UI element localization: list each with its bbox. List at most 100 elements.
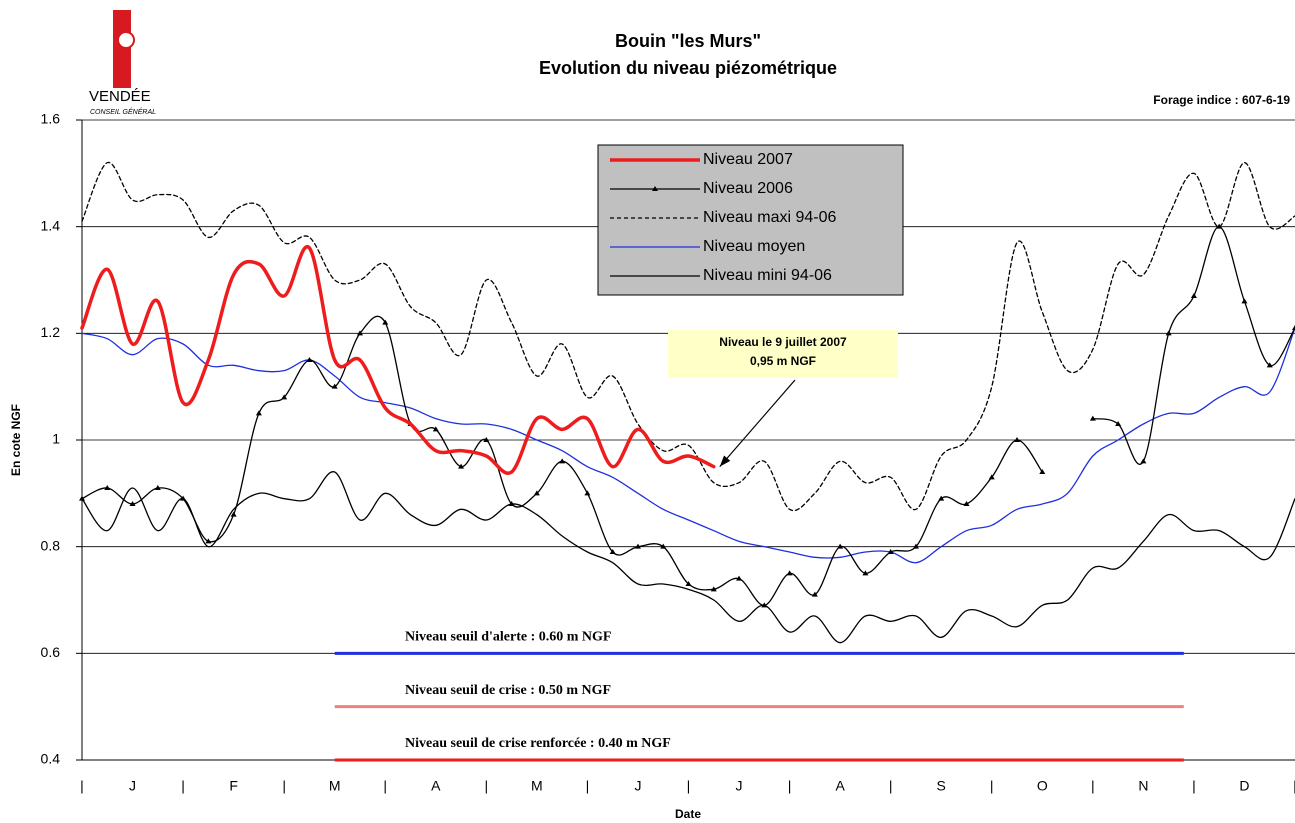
logo: VENDÉE CONSEIL GÉNÉRAL (89, 10, 156, 116)
legend-label: Niveau 2006 (703, 180, 793, 197)
marker (862, 570, 869, 576)
marker (129, 501, 136, 506)
legend-label: Niveau maxi 94-06 (703, 209, 837, 226)
marker (432, 426, 439, 432)
marker (584, 490, 591, 496)
x-tick-label: A (835, 778, 845, 794)
marker (533, 490, 540, 496)
marker (1190, 293, 1197, 298)
x-tick-separator: | (687, 778, 691, 794)
marker (508, 501, 515, 506)
x-tick-separator: | (1091, 778, 1095, 794)
marker (912, 543, 919, 549)
x-tick-label: S (937, 778, 946, 794)
x-axis-label: Date (675, 807, 701, 821)
marker (154, 485, 161, 490)
x-tick-separator: | (788, 778, 792, 794)
marker (1292, 325, 1295, 330)
marker (306, 357, 313, 362)
y-tick-label: 1.2 (41, 324, 61, 340)
marker (761, 602, 768, 608)
x-tick-separator: | (80, 778, 84, 794)
x-tick-label: J (129, 778, 136, 794)
legend-label: Niveau moyen (703, 238, 805, 255)
y-tick-label: 1 (52, 431, 60, 447)
legend-marker (652, 186, 658, 191)
y-tick-label: 0.6 (41, 644, 61, 660)
threshold-label: Niveau seuil de crise renforcée : 0.40 m… (405, 736, 671, 751)
chart-title: Bouin "les Murs" (615, 31, 761, 51)
marker (356, 330, 363, 336)
marker (458, 463, 465, 469)
x-tick-label: N (1138, 778, 1148, 794)
marker (811, 591, 818, 597)
x-tick-label: M (329, 778, 341, 794)
series-line (81, 471, 1295, 644)
marker (255, 410, 262, 416)
marker (887, 549, 894, 554)
x-tick-label: M (531, 778, 543, 794)
series-line (80, 244, 716, 475)
series-line (81, 327, 1295, 564)
marker (1014, 437, 1021, 442)
threshold-label: Niveau seuil d'alerte : 0.60 m NGF (405, 630, 611, 645)
marker (559, 458, 566, 464)
y-tick-label: 0.8 (41, 537, 61, 553)
y-tick-label: 0.4 (41, 751, 61, 767)
marker (634, 543, 641, 549)
x-tick-separator: | (1293, 778, 1295, 794)
legend-box (597, 144, 904, 296)
annotation-arrow (719, 379, 796, 468)
marker (1266, 362, 1273, 368)
marker (331, 383, 338, 389)
x-tick-separator: | (485, 778, 489, 794)
x-tick-separator: | (889, 778, 893, 794)
y-axis-label: En cote NGF (9, 404, 23, 476)
marker (382, 319, 389, 325)
logo-name: VENDÉE (89, 88, 151, 105)
logo-bar (113, 10, 131, 88)
note: Forage indice : 607-6-19 (1153, 93, 1290, 107)
x-tick-separator: | (282, 778, 286, 794)
marker (230, 511, 237, 517)
marker (104, 485, 111, 490)
marker (281, 394, 288, 400)
marker (837, 543, 844, 549)
marker (1140, 458, 1147, 464)
logo-subtitle: CONSEIL GÉNÉRAL (90, 107, 156, 116)
y-tick-label: 1.6 (41, 111, 61, 127)
marker (1089, 415, 1096, 421)
x-tick-label: J (736, 778, 743, 794)
x-tick-separator: | (1192, 778, 1196, 794)
marker (710, 586, 717, 592)
series-line (81, 162, 1295, 512)
x-tick-label: F (229, 778, 238, 794)
marker (205, 538, 212, 544)
marker (736, 575, 743, 581)
x-tick-separator: | (383, 778, 387, 794)
annotation-arrowhead (719, 455, 731, 467)
x-tick-separator: | (181, 778, 185, 794)
threshold-label: Niveau seuil de crise : 0.50 m NGF (405, 683, 611, 698)
x-tick-separator: | (990, 778, 994, 794)
marker (786, 570, 793, 576)
series-line (1092, 226, 1295, 465)
marker (1241, 298, 1248, 304)
x-tick-label: J (634, 778, 641, 794)
legend-label: Niveau mini 94-06 (703, 267, 832, 284)
x-tick-label: A (431, 778, 441, 794)
marker (1165, 330, 1172, 336)
legend: Niveau 2007 Niveau 2006 Niveau maxi 94-06 N… (597, 144, 904, 296)
marker (938, 495, 945, 501)
x-tick-separator: | (586, 778, 590, 794)
annotation-text: Niveau le 9 juillet 2007 (719, 335, 847, 349)
marker (685, 581, 692, 586)
chart-subtitle: Evolution du niveau piézométrique (539, 58, 837, 78)
logo-emblem (117, 31, 135, 49)
y-tick-label: 1.4 (41, 217, 61, 233)
marker (483, 437, 490, 442)
marker (79, 495, 85, 501)
marker (180, 495, 187, 501)
legend-label: Niveau 2007 (703, 151, 793, 168)
